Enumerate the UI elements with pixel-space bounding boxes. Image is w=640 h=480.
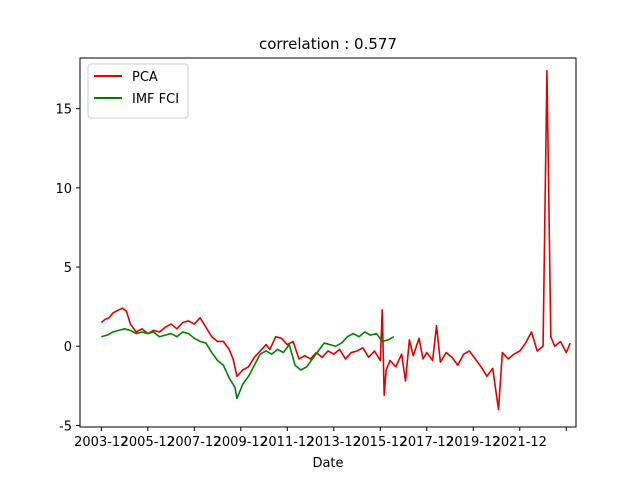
x-tick-label: 2019-12 xyxy=(446,435,500,450)
x-tick-label: 2007-12 xyxy=(167,435,221,450)
y-tick-label: 15 xyxy=(55,103,72,118)
x-axis-label: Date xyxy=(312,456,343,471)
legend-entry: IMF FCI xyxy=(132,92,179,107)
legend: PCA IMF FCI xyxy=(87,63,189,119)
y-tick-label: 0 xyxy=(64,340,72,355)
x-tick-label: 2005-12 xyxy=(121,435,175,450)
legend-box xyxy=(87,63,189,119)
axes-layer: 2003-122005-122007-122009-122011-122013-… xyxy=(55,57,577,450)
series-layer xyxy=(100,69,571,411)
legend-entry: PCA xyxy=(132,70,158,85)
series-line-2 xyxy=(101,328,395,400)
series-line-1 xyxy=(100,69,571,411)
x-tick-label: 2021-12 xyxy=(493,435,547,450)
x-tick-label: 2013-12 xyxy=(307,435,361,450)
chart-title: correlation : 0.577 xyxy=(259,35,397,53)
plot-frame xyxy=(79,57,577,428)
y-tick-label: 10 xyxy=(55,182,72,197)
x-tick-label: 2011-12 xyxy=(260,435,314,450)
y-tick-label: -5 xyxy=(59,419,72,434)
x-tick-label: 2015-12 xyxy=(353,435,407,450)
x-tick-label: 2017-12 xyxy=(400,435,454,450)
x-tick-label: 2009-12 xyxy=(214,435,268,450)
y-tick-label: 5 xyxy=(64,261,72,276)
x-tick-label: 2003-12 xyxy=(74,435,128,450)
